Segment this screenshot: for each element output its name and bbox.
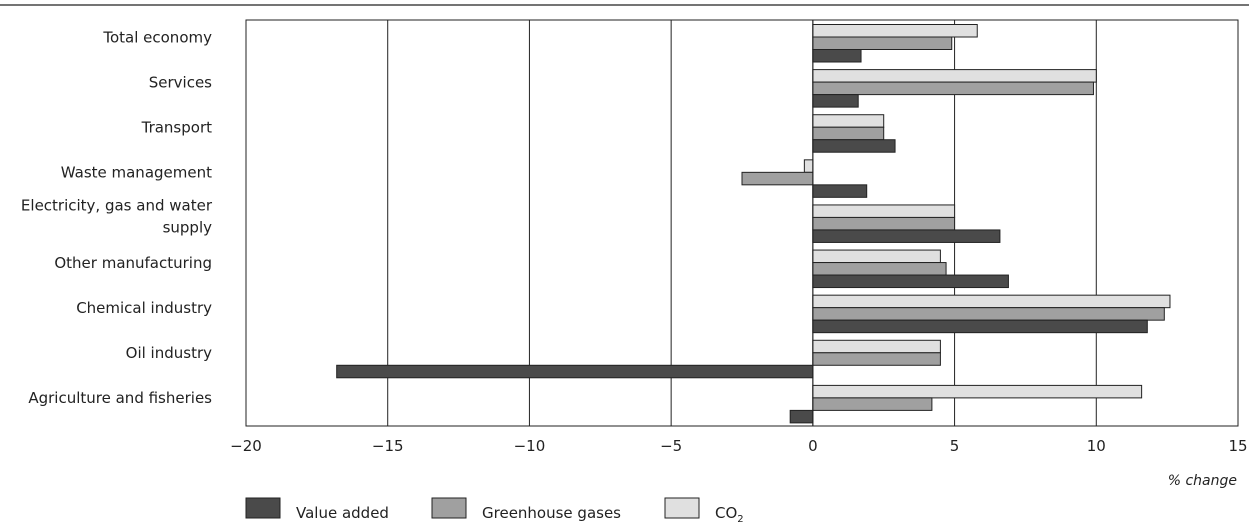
bar (812, 274, 1009, 289)
category-label: Other manufacturing (54, 254, 212, 272)
bar (812, 384, 1143, 399)
bars (336, 20, 1171, 426)
x-tick-label: −5 (660, 437, 682, 455)
legend-swatch (245, 497, 281, 519)
plot-frame (245, 19, 1239, 427)
bar (812, 262, 947, 276)
category-labels: Total economy Services Transport Waste mana… (21, 28, 213, 407)
legend: Value added Greenhouse gases CO2 (245, 497, 744, 523)
category-label: Services (149, 73, 212, 91)
bar (812, 204, 956, 218)
bar (812, 126, 885, 141)
legend-swatch (664, 497, 700, 519)
bar (741, 171, 814, 186)
bar (812, 249, 941, 264)
x-tick-label: 15 (1228, 437, 1247, 455)
category-label: Total economy (102, 28, 212, 46)
x-tick-labels: −20 −15 −10 −5 0 5 10 15 (230, 437, 1247, 455)
bar (789, 409, 814, 424)
bar (803, 159, 814, 173)
legend-label: CO2 (715, 504, 744, 523)
bar (812, 184, 868, 198)
bar (812, 114, 885, 128)
category-label: supply (163, 219, 213, 237)
category-label: Agriculture and fisheries (28, 389, 212, 407)
x-tick-label: −10 (514, 437, 546, 455)
legend-swatch (431, 497, 467, 519)
bar (812, 352, 941, 366)
x-tick-label: −20 (230, 437, 262, 455)
bar (812, 216, 956, 231)
bar (812, 139, 896, 153)
legend-label: Value added (296, 504, 389, 522)
bar (812, 24, 978, 38)
x-axis-unit-label: % change (1168, 473, 1237, 489)
bar (812, 94, 859, 108)
bar (812, 81, 1094, 96)
bar (812, 294, 1171, 309)
legend-label: Greenhouse gases (482, 504, 621, 522)
category-label: Electricity, gas and water (21, 197, 213, 215)
bar (812, 69, 1097, 83)
bar (812, 49, 862, 63)
x-tick-label: 0 (808, 437, 818, 455)
bar (812, 36, 953, 50)
category-label: Waste management (61, 164, 212, 182)
category-label: Transport (141, 118, 213, 136)
bar (336, 364, 814, 379)
category-label: Chemical industry (76, 299, 212, 317)
bar (812, 339, 941, 354)
category-label: Oil industry (126, 344, 212, 362)
x-tick-label: 10 (1087, 437, 1106, 455)
bar (812, 229, 1001, 243)
x-tick-label: −15 (372, 437, 404, 455)
x-tick-label: 5 (950, 437, 960, 455)
bar (812, 397, 933, 411)
bar (812, 319, 1148, 334)
bar (812, 307, 1165, 321)
